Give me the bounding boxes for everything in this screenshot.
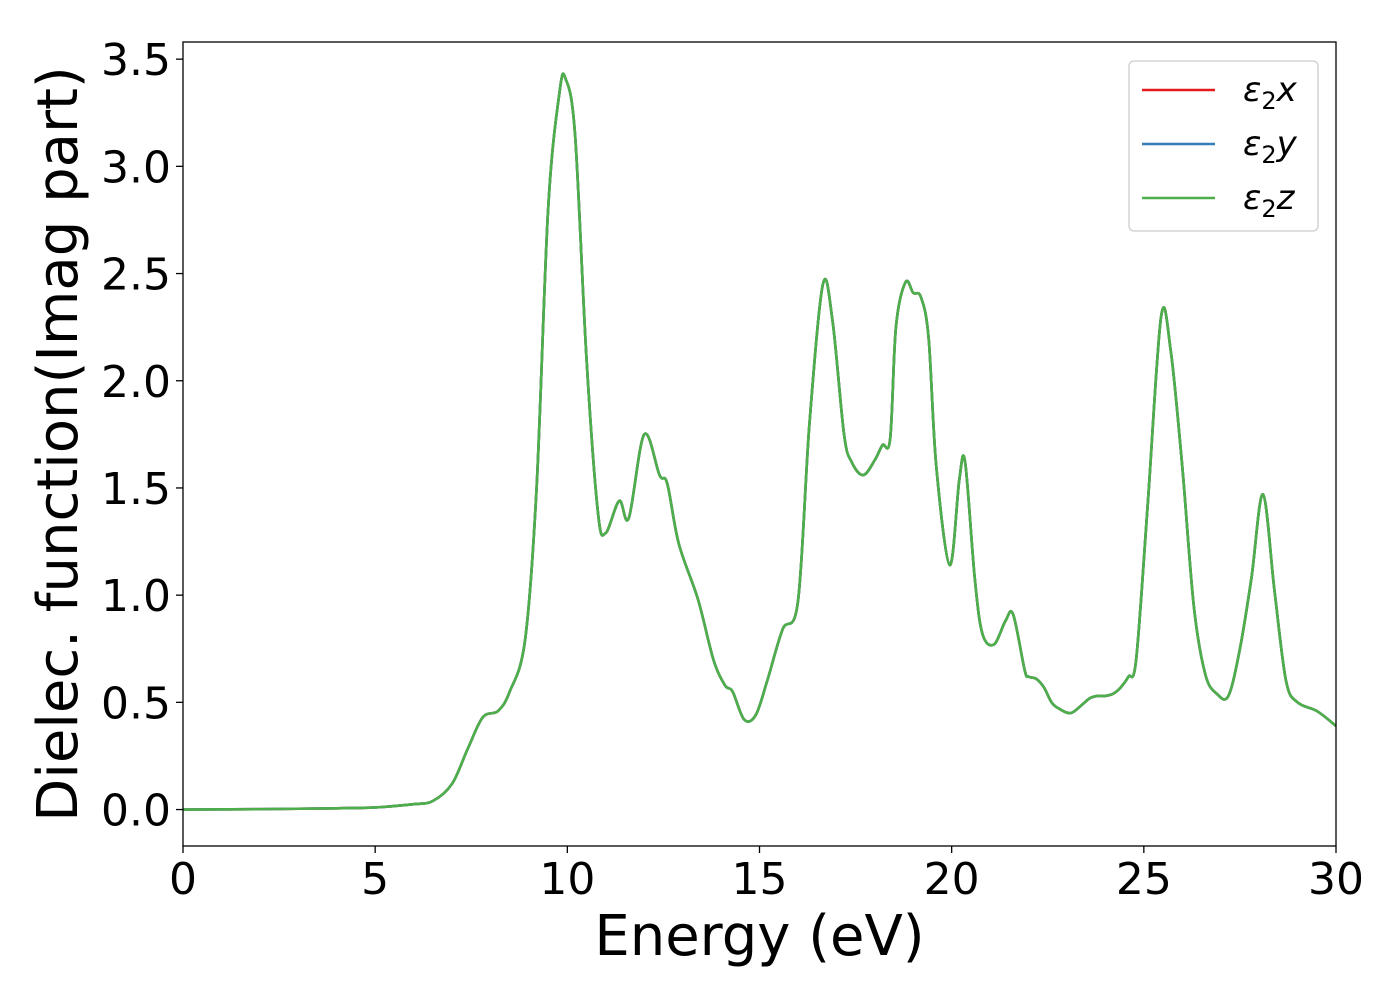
x-tick-label: 15 — [732, 854, 788, 905]
legend-label-e2x: ε2x — [1243, 70, 1298, 115]
x-tick-label: 30 — [1308, 854, 1364, 905]
legend-label-subscript: 2 — [1261, 195, 1276, 223]
x-tick-label: 20 — [924, 854, 980, 905]
y-tick-label: 2.5 — [101, 250, 171, 301]
x-tick-label: 10 — [539, 854, 595, 905]
y-tick-label: 1.5 — [101, 464, 171, 515]
x-axis: 0 5 10 15 20 25 30 — [169, 846, 1364, 905]
x-tick-label: 5 — [361, 854, 389, 905]
x-tick-label: 0 — [169, 854, 197, 905]
y-axis-label: Dielec. function(Imag part) — [26, 66, 91, 822]
legend-label-base: ε — [1243, 70, 1261, 110]
legend-label-e2z: ε2z — [1243, 178, 1296, 223]
y-tick-label: 1.0 — [101, 571, 171, 622]
series-layer — [182, 72, 1337, 811]
y-axis: 0.0 0.5 1.0 1.5 2.0 2.5 3.0 3.5 — [101, 35, 183, 837]
y-tick-label: 2.0 — [101, 357, 171, 408]
series-line-e2z — [182, 72, 1337, 811]
legend-label-e2y: ε2y — [1243, 124, 1298, 169]
legend-label-suffix: x — [1276, 70, 1298, 110]
x-axis-label: Energy (eV) — [594, 904, 924, 969]
legend-label-subscript: 2 — [1261, 141, 1276, 169]
y-tick-label: 0.0 — [101, 786, 171, 837]
legend-label-suffix: z — [1276, 178, 1296, 218]
y-tick-label: 0.5 — [101, 678, 171, 729]
y-tick-label: 3.5 — [101, 35, 171, 86]
legend-label-suffix: y — [1276, 124, 1298, 164]
legend-label-base: ε — [1243, 124, 1261, 164]
legend-label-base: ε — [1243, 178, 1261, 218]
x-tick-label: 25 — [1116, 854, 1172, 905]
legend-label-subscript: 2 — [1261, 87, 1276, 115]
legend-box — [1128, 60, 1319, 232]
y-tick-label: 3.0 — [101, 142, 171, 193]
